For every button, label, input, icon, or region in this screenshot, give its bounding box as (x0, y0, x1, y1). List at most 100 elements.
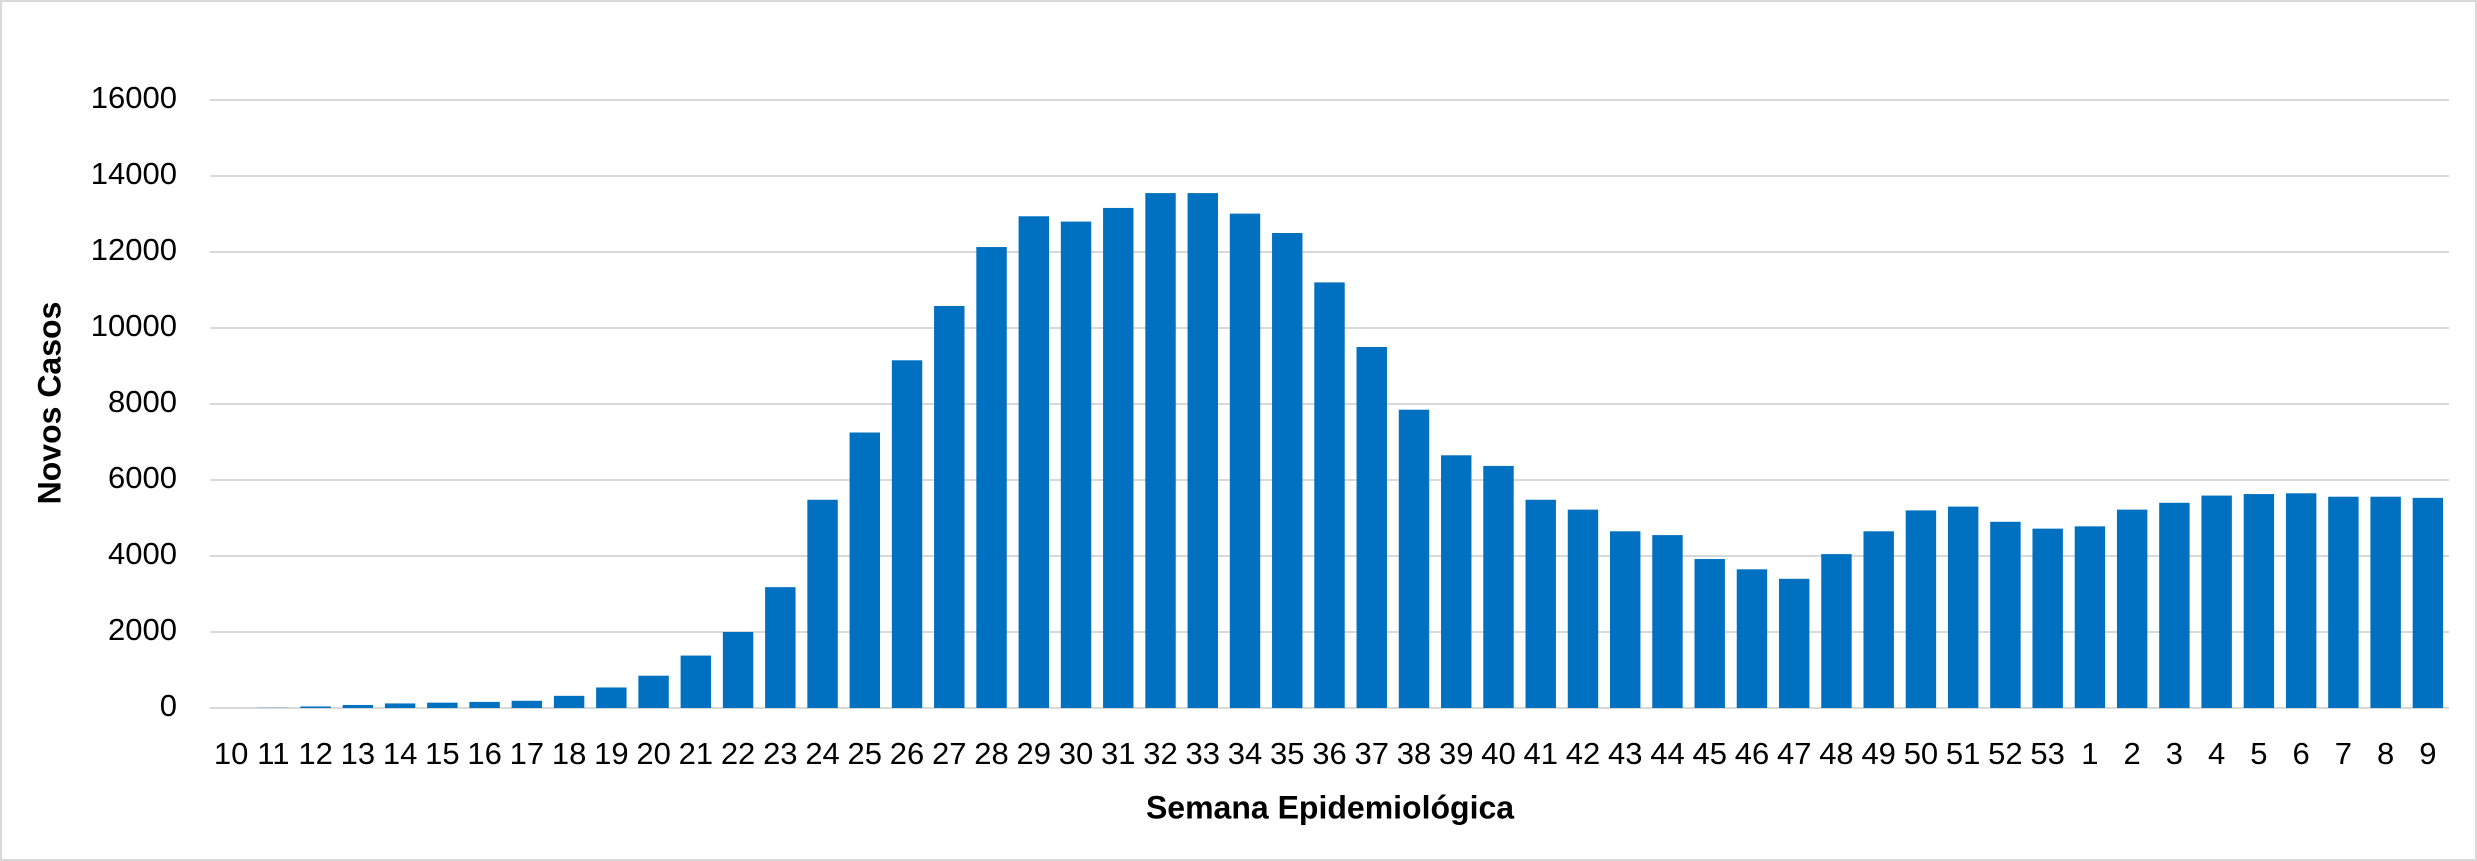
x-tick-label: 46 (1735, 736, 1769, 771)
y-tick-label: 4000 (108, 536, 177, 571)
x-tick-label: 10 (214, 736, 248, 771)
bar (2412, 497, 2444, 708)
bar (469, 701, 500, 708)
bar (2074, 526, 2106, 708)
bar (300, 706, 331, 708)
bar (596, 687, 627, 708)
y-tick-label: 2000 (108, 612, 177, 647)
y-tick-label: 8000 (108, 384, 177, 419)
bar (1018, 216, 1049, 708)
bar (2243, 494, 2275, 708)
bar (1103, 207, 1134, 709)
x-tick-label: 40 (1481, 736, 1515, 771)
bar (1821, 554, 1852, 708)
x-tick-label: 36 (1312, 736, 1346, 771)
bar (1525, 499, 1556, 708)
bar (1990, 521, 2021, 708)
bar (2285, 493, 2317, 708)
x-tick-label: 7 (2335, 736, 2352, 771)
x-tick-label: 2 (2124, 736, 2141, 771)
x-tick-label: 33 (1186, 736, 1220, 771)
bar (511, 700, 543, 708)
x-tick-label: 41 (1523, 736, 1557, 771)
x-tick-label: 42 (1566, 736, 1600, 771)
x-tick-label: 20 (636, 736, 670, 771)
x-tick-label: 44 (1650, 736, 1684, 771)
bar (1229, 213, 1261, 708)
bar (1694, 559, 1725, 708)
bar (722, 632, 754, 708)
bar (2032, 528, 2063, 708)
x-tick-label: 6 (2293, 736, 2310, 771)
x-tick-label: 35 (1270, 736, 1304, 771)
bar (1567, 509, 1599, 708)
bar (680, 655, 712, 708)
x-tick-label: 49 (1861, 736, 1895, 771)
x-tick-label: 12 (298, 736, 332, 771)
bar (891, 360, 923, 708)
x-tick-label: 11 (257, 736, 289, 771)
bar (1441, 455, 1472, 708)
x-tick-label: 9 (2419, 736, 2436, 771)
bar (2328, 496, 2359, 708)
bar (427, 702, 458, 708)
bar (849, 432, 881, 708)
x-tick-label: 48 (1819, 736, 1853, 771)
bar (2201, 495, 2232, 708)
x-tick-label: 21 (679, 736, 713, 771)
bar (1947, 506, 1979, 708)
x-tick-label: 15 (425, 736, 459, 771)
x-tick-label: 24 (805, 736, 839, 771)
bar (1778, 578, 1810, 708)
bar (1905, 510, 1937, 708)
y-tick-label: 12000 (91, 232, 177, 267)
bar (1863, 531, 1894, 708)
bar (1356, 347, 1387, 708)
x-tick-label: 37 (1355, 736, 1389, 771)
x-tick-label: 52 (1988, 736, 2022, 771)
bar (1736, 569, 1768, 708)
bar (342, 704, 374, 708)
bar (1652, 535, 1683, 708)
bar (1314, 282, 1345, 708)
x-tick-label: 28 (974, 736, 1008, 771)
x-tick-label: 26 (890, 736, 924, 771)
x-tick-label: 29 (1017, 736, 1051, 771)
y-tick-label: 16000 (91, 80, 177, 115)
x-tick-label: 18 (552, 736, 586, 771)
x-tick-label: 50 (1904, 736, 1938, 771)
bar (1483, 465, 1514, 708)
x-tick-label: 47 (1777, 736, 1811, 771)
bar (553, 695, 585, 708)
x-tick-label: 4 (2208, 736, 2225, 771)
x-axis-title: Semana Epidemiológica (1146, 789, 1514, 825)
x-tick-label: 32 (1143, 736, 1177, 771)
y-tick-label: 10000 (91, 308, 177, 343)
x-tick-label: 23 (763, 736, 797, 771)
x-tick-label: 8 (2377, 736, 2394, 771)
bar (1398, 409, 1430, 708)
x-tick-label: 51 (1946, 736, 1980, 771)
x-tick-label: 22 (721, 736, 755, 771)
x-tick-label: 5 (2250, 736, 2267, 771)
bar (638, 675, 669, 708)
x-tick-label: 39 (1439, 736, 1473, 771)
x-tick-label: 45 (1692, 736, 1726, 771)
y-tick-label: 6000 (108, 460, 177, 495)
bar (1272, 233, 1303, 708)
bar (1145, 193, 1176, 709)
x-tick-label: 14 (383, 736, 417, 771)
x-tick-label: 38 (1397, 736, 1431, 771)
x-tick-label: 34 (1228, 736, 1262, 771)
x-tick-label: 30 (1059, 736, 1093, 771)
bar (976, 247, 1007, 708)
bar (765, 587, 796, 708)
x-tick-label: 3 (2166, 736, 2183, 771)
x-tick-label: 31 (1101, 736, 1135, 771)
x-tick-label: 19 (594, 736, 628, 771)
bar (2116, 509, 2148, 708)
bar (2370, 496, 2401, 708)
bar (1610, 531, 1641, 708)
x-tick-label: 16 (467, 736, 501, 771)
